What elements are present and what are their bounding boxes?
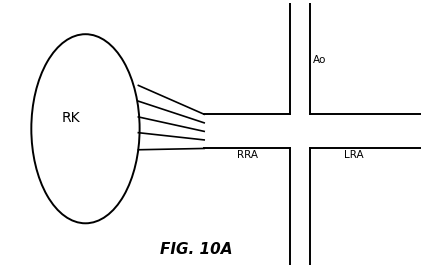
Text: RK: RK	[62, 111, 80, 125]
Text: Ao: Ao	[313, 55, 327, 65]
Text: RRA: RRA	[238, 150, 258, 160]
Text: FIG. 10A: FIG. 10A	[160, 242, 232, 257]
Text: LRA: LRA	[344, 150, 364, 160]
